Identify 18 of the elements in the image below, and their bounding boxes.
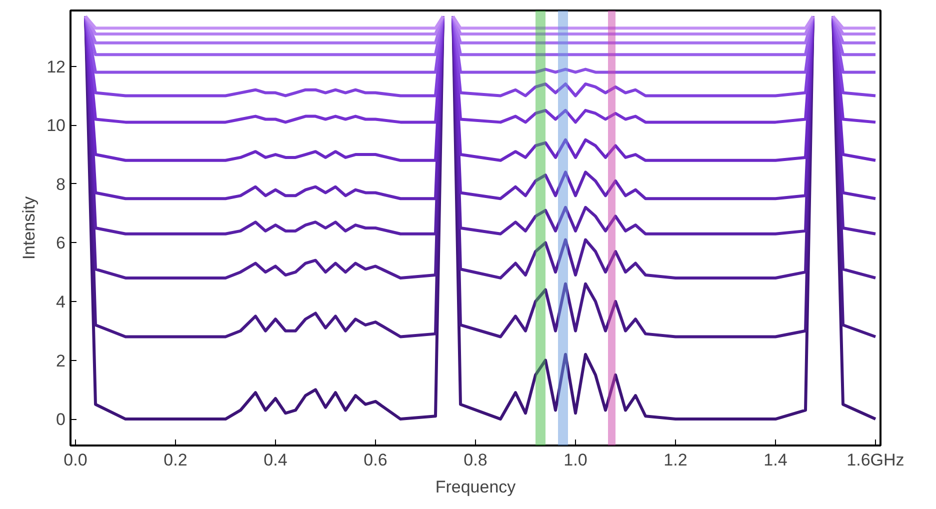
x-tick-label: 0.4	[264, 450, 288, 470]
y-axis-title: Intensity	[20, 196, 39, 260]
x-tick-label: 1.0	[564, 450, 588, 470]
x-tick-label: 0.0	[64, 450, 88, 470]
x-axis-title: Frequency	[435, 478, 516, 496]
x-tick-label: 1.2	[664, 450, 688, 470]
y-tick-label: 0	[56, 410, 66, 430]
y-tick-label: 8	[56, 174, 66, 194]
y-tick-label: 2	[56, 351, 66, 370]
x-tick-label: 0.2	[164, 450, 188, 470]
y-tick-label: 6	[56, 234, 66, 253]
x-tick-label: 1.4	[764, 450, 788, 470]
x-tick-label: 1.6GHz	[846, 450, 904, 470]
x-tick-label: 0.6	[364, 450, 388, 470]
x-tick-label: 0.8	[464, 450, 488, 470]
y-tick-label: 10	[46, 116, 66, 136]
y-tick-label: 4	[56, 292, 66, 312]
y-tick-label: 12	[46, 57, 66, 76]
